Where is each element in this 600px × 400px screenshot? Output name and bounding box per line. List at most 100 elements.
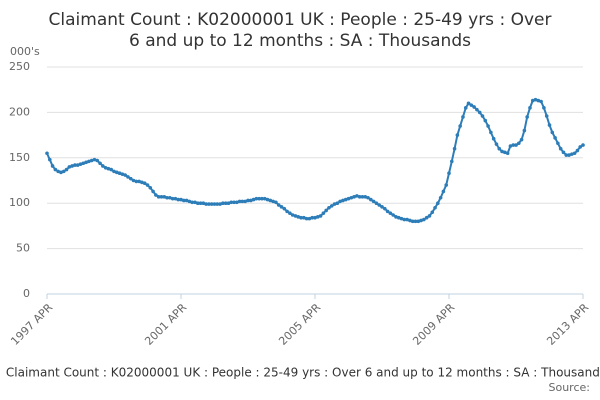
- data-point: [449, 159, 454, 164]
- data-point: [248, 198, 253, 203]
- data-point: [343, 197, 348, 202]
- data-point: [84, 160, 88, 165]
- data-point: [402, 217, 407, 222]
- data-point: [254, 196, 259, 201]
- data-point: [539, 99, 543, 104]
- data-point: [419, 218, 423, 223]
- data-point: [181, 198, 186, 203]
- data-point: [279, 205, 284, 209]
- data-point: [466, 101, 471, 106]
- data-point: [198, 201, 203, 205]
- data-point: [422, 217, 426, 222]
- data-point: [463, 106, 468, 110]
- data-point: [505, 151, 510, 156]
- x-tick-label: 2001 APR: [142, 301, 189, 348]
- data-point: [486, 124, 490, 128]
- data-point: [458, 124, 462, 128]
- data-point: [385, 209, 390, 214]
- data-point: [472, 105, 476, 109]
- data-point: [168, 195, 172, 200]
- data-point: [503, 150, 507, 155]
- data-point: [87, 159, 91, 164]
- data-point: [223, 201, 228, 205]
- data-point: [564, 153, 569, 157]
- data-point: [215, 202, 220, 206]
- y-tick-label: 0: [23, 287, 30, 300]
- data-point: [47, 157, 52, 162]
- data-point: [360, 195, 365, 199]
- data-point: [338, 199, 342, 204]
- data-point: [103, 165, 108, 170]
- data-point: [148, 185, 153, 190]
- data-point: [70, 164, 74, 168]
- data-point: [357, 195, 362, 199]
- data-point: [176, 197, 181, 202]
- data-point: [522, 128, 527, 133]
- data-point: [282, 206, 287, 211]
- data-point: [399, 216, 404, 221]
- data-point: [290, 213, 295, 217]
- data-point: [436, 201, 440, 205]
- data-point: [137, 179, 141, 184]
- data-point: [341, 198, 345, 203]
- y-axis-label: 000's: [10, 45, 40, 58]
- data-point: [567, 153, 571, 157]
- data-point: [561, 150, 566, 155]
- data-point: [550, 130, 555, 135]
- data-point: [349, 195, 354, 200]
- data-point: [251, 197, 256, 202]
- data-point: [246, 198, 250, 203]
- y-tick-label: 250: [9, 60, 30, 73]
- data-point: [274, 200, 278, 205]
- data-point: [455, 133, 460, 137]
- data-point: [304, 216, 309, 221]
- data-point: [134, 179, 139, 184]
- chart-title: 6 and up to 12 months : SA : Thousands: [129, 31, 471, 51]
- data-point: [302, 215, 306, 220]
- y-tick-label: 100: [9, 196, 30, 209]
- data-point: [369, 197, 373, 202]
- data-point: [452, 146, 457, 151]
- data-point: [547, 123, 552, 127]
- data-point: [142, 181, 147, 186]
- data-point: [184, 198, 189, 203]
- data-point: [56, 169, 60, 174]
- data-point: [391, 213, 395, 217]
- x-tick-label: 2005 APR: [276, 301, 323, 348]
- data-point: [162, 195, 167, 199]
- data-point: [477, 110, 482, 115]
- data-point: [173, 196, 178, 201]
- data-point: [235, 200, 239, 205]
- data-point: [438, 195, 443, 200]
- data-point: [558, 146, 563, 151]
- data-point: [151, 189, 155, 194]
- data-point: [265, 197, 270, 202]
- y-tick-label: 50: [16, 242, 30, 255]
- data-point: [243, 199, 248, 204]
- data-point: [262, 196, 267, 201]
- data-point: [95, 158, 100, 163]
- data-point: [413, 219, 418, 224]
- data-point: [497, 146, 502, 151]
- data-point: [430, 210, 435, 215]
- data-point: [159, 195, 164, 199]
- data-point: [92, 157, 97, 162]
- data-point: [475, 107, 479, 112]
- data-point: [377, 203, 382, 207]
- data-point: [106, 166, 111, 171]
- data-point: [229, 200, 234, 205]
- data-point: [50, 164, 55, 168]
- data-point: [416, 219, 421, 224]
- data-point: [461, 115, 465, 119]
- data-point: [441, 189, 446, 194]
- data-point: [218, 202, 222, 206]
- data-point: [73, 163, 77, 167]
- data-point: [324, 208, 328, 213]
- y-tick-label: 150: [9, 151, 30, 164]
- data-point: [318, 214, 323, 218]
- data-point: [489, 130, 493, 135]
- data-point: [276, 203, 281, 207]
- data-point: [388, 211, 393, 215]
- y-tick-label: 200: [9, 105, 30, 118]
- data-point: [346, 196, 351, 201]
